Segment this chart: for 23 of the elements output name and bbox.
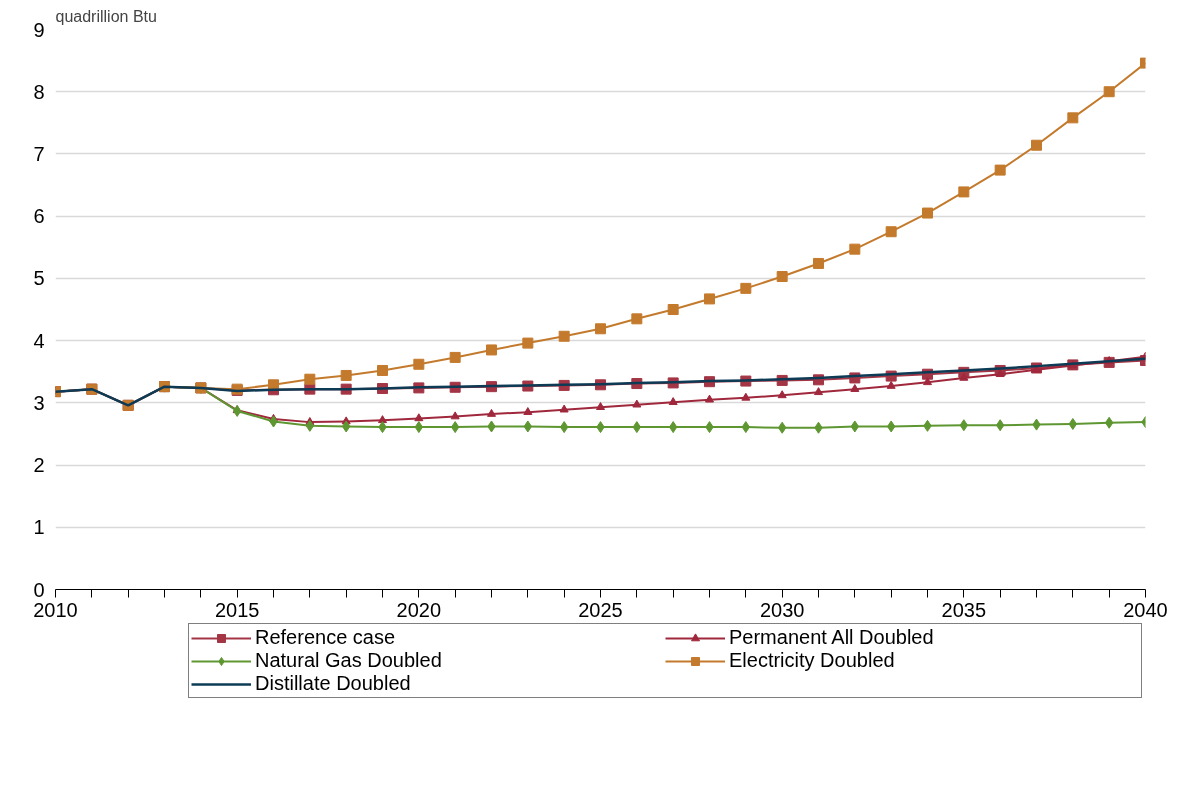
legend-label: Reference case — [255, 626, 397, 649]
legend-label: Natural Gas Doubled — [255, 649, 443, 672]
y-tick-label: 1 — [33, 516, 45, 539]
x-tick-label: 2035 — [941, 598, 987, 621]
y-tick-label: 8 — [33, 80, 45, 103]
y-tick-label: 7 — [33, 142, 45, 165]
x-tick-label: 2015 — [214, 598, 260, 621]
y-tick-label: 5 — [33, 267, 45, 290]
y-tick-label: 6 — [33, 205, 45, 228]
y-axis-title: quadrillion Btu — [55, 7, 157, 25]
y-tick-label: 3 — [33, 391, 45, 414]
legend-label: Electricity Doubled — [729, 649, 896, 672]
y-tick-label: 4 — [33, 329, 45, 352]
y-tick-label: 2 — [33, 454, 45, 477]
x-tick-label: 2020 — [396, 598, 442, 621]
y-tick-label: 9 — [33, 18, 45, 41]
x-tick-label: 2025 — [578, 598, 623, 621]
legend-label: Permanent All Doubled — [729, 626, 935, 649]
x-tick-label: 2040 — [1123, 598, 1168, 621]
legend-label: Distillate Doubled — [255, 672, 412, 695]
x-tick-label: 2030 — [759, 598, 805, 621]
x-tick-label: 2010 — [33, 598, 78, 621]
y-tick-label: 0 — [33, 578, 45, 601]
